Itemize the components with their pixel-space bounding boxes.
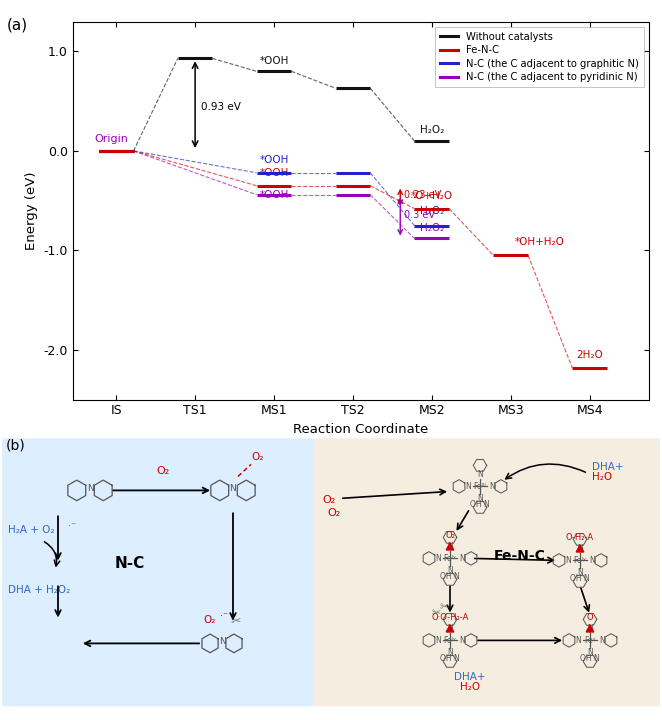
X-axis label: Reaction Coordinate: Reaction Coordinate xyxy=(293,423,428,436)
Legend: Without catalysts, Fe-N-C, N-C (the C adjacent to graphitic N), N-C (the C adjac: Without catalysts, Fe-N-C, N-C (the C ad… xyxy=(435,27,643,87)
Text: N: N xyxy=(489,482,495,491)
Text: N: N xyxy=(230,484,236,493)
Text: H₂O₂: H₂O₂ xyxy=(420,206,444,215)
Text: DHA + H₂O₂: DHA + H₂O₂ xyxy=(8,585,70,595)
Text: N: N xyxy=(477,470,483,479)
Text: Feᴵᴵᴵ: Feᴵᴵᴵ xyxy=(473,482,487,491)
Text: H₂O: H₂O xyxy=(592,472,612,482)
Polygon shape xyxy=(446,543,453,550)
Text: OH N: OH N xyxy=(580,654,600,662)
Text: H₂O: H₂O xyxy=(460,683,480,693)
Text: O: O xyxy=(587,613,593,622)
Text: O-H₂-A: O-H₂-A xyxy=(566,534,594,542)
Text: ·⁻: ·⁻ xyxy=(220,611,228,621)
Text: N: N xyxy=(577,568,583,577)
Text: N: N xyxy=(577,544,583,553)
Text: Feᴵᵛ: Feᴵᵛ xyxy=(444,554,457,563)
Text: OH N: OH N xyxy=(440,654,460,662)
Text: N: N xyxy=(218,637,225,646)
Text: Feᵛ: Feᵛ xyxy=(584,636,596,645)
Text: O₂: O₂ xyxy=(204,616,216,626)
Text: *OOH: *OOH xyxy=(260,189,289,199)
Text: N: N xyxy=(575,636,581,645)
Text: *OOH: *OOH xyxy=(260,155,289,165)
Text: ✂: ✂ xyxy=(432,608,442,618)
Text: O₂: O₂ xyxy=(327,508,340,518)
Text: H₂O₂: H₂O₂ xyxy=(420,125,444,135)
Text: O₂: O₂ xyxy=(156,467,169,477)
Text: N-C: N-C xyxy=(115,556,145,571)
Text: N: N xyxy=(477,494,483,503)
Text: 0.3 eV: 0.3 eV xyxy=(404,210,435,220)
Text: O₂: O₂ xyxy=(322,495,335,505)
Text: N: N xyxy=(587,624,593,633)
Text: N: N xyxy=(435,554,441,563)
Text: ·⁻: ·⁻ xyxy=(68,521,76,531)
Text: *O+H₂O: *O+H₂O xyxy=(410,191,453,201)
Text: N: N xyxy=(447,542,453,551)
Text: OH N: OH N xyxy=(570,574,590,582)
Text: O·O-H₂-A: O·O-H₂-A xyxy=(432,613,469,622)
Text: N: N xyxy=(87,484,93,493)
Text: N: N xyxy=(465,482,471,491)
Text: Origin: Origin xyxy=(94,134,128,144)
Text: (a): (a) xyxy=(7,18,28,33)
Text: N: N xyxy=(589,556,595,565)
Text: Feᴵᵛ: Feᴵᵛ xyxy=(444,636,457,645)
Text: N: N xyxy=(447,648,453,657)
Text: ✂: ✂ xyxy=(440,603,449,613)
Text: H₂O₂: H₂O₂ xyxy=(420,223,444,233)
Text: 0.23 eV: 0.23 eV xyxy=(404,189,442,199)
Text: H₂A + O₂: H₂A + O₂ xyxy=(8,526,54,536)
Text: *OOH: *OOH xyxy=(260,168,289,178)
Text: Feᴵᵛ: Feᴵᵛ xyxy=(573,556,587,565)
Text: Fe-N-C: Fe-N-C xyxy=(494,549,546,563)
Text: OH N: OH N xyxy=(440,572,460,580)
Text: DHA+: DHA+ xyxy=(592,462,624,472)
Polygon shape xyxy=(576,545,584,552)
FancyBboxPatch shape xyxy=(2,438,314,706)
Text: O₂: O₂ xyxy=(445,531,455,541)
Text: N: N xyxy=(459,554,465,563)
Text: *OH+H₂O: *OH+H₂O xyxy=(514,238,565,248)
Text: O₂: O₂ xyxy=(251,452,263,462)
Text: N: N xyxy=(447,624,453,633)
Text: (b): (b) xyxy=(6,438,26,452)
Text: ✂: ✂ xyxy=(230,616,240,629)
Text: N: N xyxy=(599,636,605,645)
FancyBboxPatch shape xyxy=(314,438,660,706)
Y-axis label: Energy (eV): Energy (eV) xyxy=(25,171,38,250)
Text: 0.93 eV: 0.93 eV xyxy=(201,102,240,112)
Polygon shape xyxy=(446,625,453,632)
Text: DHA+: DHA+ xyxy=(454,672,486,683)
Text: N: N xyxy=(587,648,593,657)
Text: N: N xyxy=(435,636,441,645)
Text: OH N: OH N xyxy=(470,500,490,508)
Text: N: N xyxy=(459,636,465,645)
Text: N: N xyxy=(565,556,571,565)
Text: *OOH: *OOH xyxy=(260,56,289,66)
Text: N: N xyxy=(447,566,453,575)
Text: 2H₂O: 2H₂O xyxy=(576,350,603,360)
Polygon shape xyxy=(587,625,594,632)
